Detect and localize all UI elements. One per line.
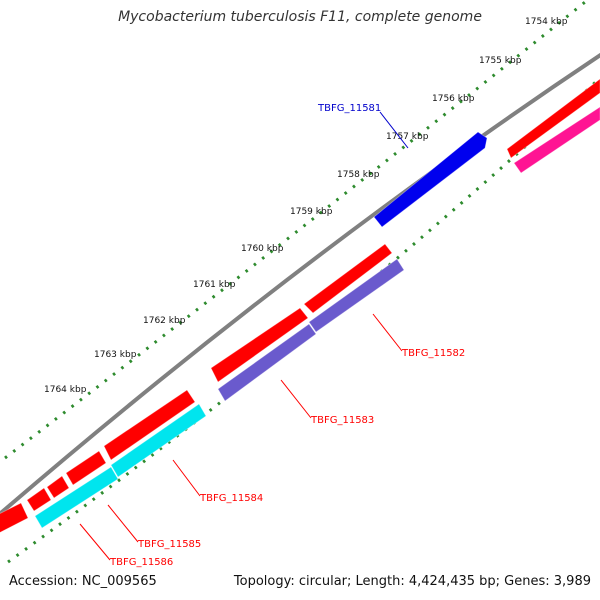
leader-line-tbfg-11586: [79, 523, 111, 561]
genome-backbone: [0, 52, 600, 517]
gene-label-tbfg-11586[interactable]: TBFG_11586: [109, 557, 173, 568]
outer-ruler-dots: [4, 0, 590, 460]
gene-feature[interactable]: [46, 475, 70, 499]
gene-labels: TBFG_11581 TBFG_11582 TBFG_11583 TBFG_11…: [109, 103, 465, 568]
gene-label-tbfg-11582[interactable]: TBFG_11582: [401, 348, 465, 359]
ruler-tick-label: 1759 kbp: [290, 207, 333, 217]
gene-feature[interactable]: [513, 106, 600, 174]
ruler-tick-label: 1758 kbp: [337, 170, 380, 180]
gene-feature[interactable]: [506, 78, 600, 159]
ruler-tick-label: 1757 kbp: [386, 132, 429, 142]
gene-feature[interactable]: [65, 450, 107, 486]
gene-feature[interactable]: [373, 131, 488, 228]
gene-label-tbfg-11583[interactable]: TBFG_11583: [310, 415, 374, 426]
gene-label-tbfg-11585[interactable]: TBFG_11585: [137, 539, 201, 550]
gene-feature[interactable]: [110, 403, 207, 478]
ruler-tick-label: 1756 kbp: [432, 94, 475, 104]
leader-line-tbfg-11584: [172, 459, 201, 497]
reverse-strand-genes: [34, 106, 600, 529]
gene-feature[interactable]: [308, 258, 405, 333]
gene-label-leaders: [79, 111, 409, 561]
gene-feature[interactable]: [26, 487, 52, 512]
ruler-tick-label: 1763 kbp: [94, 350, 137, 360]
ruler-tick-label: 1760 kbp: [241, 244, 284, 254]
topology-text: Topology: circular; Length: 4,424,435 bp…: [233, 574, 591, 589]
leader-line-tbfg-11583: [280, 379, 312, 419]
accession-text: Accession: NC_009565: [9, 574, 157, 589]
gene-feature[interactable]: [210, 307, 309, 383]
gene-feature[interactable]: [34, 466, 119, 529]
gene-label-tbfg-11581[interactable]: TBFG_11581: [317, 103, 381, 114]
leader-line-tbfg-11585: [107, 504, 139, 543]
ruler-tick-label: 1762 kbp: [143, 316, 186, 326]
gene-feature[interactable]: [303, 243, 393, 314]
forward-strand-genes: [0, 78, 600, 535]
gene-feature[interactable]: [0, 502, 29, 535]
ruler-tick-label: 1764 kbp: [44, 385, 87, 395]
gene-label-tbfg-11584[interactable]: TBFG_11584: [199, 493, 263, 504]
ruler-tick-label: 1761 kbp: [193, 280, 236, 290]
gene-feature[interactable]: [217, 323, 317, 402]
ruler-labels: 1754 kbp 1755 kbp 1756 kbp 1757 kbp 1758…: [44, 17, 568, 395]
ruler-tick-label: 1754 kbp: [525, 17, 568, 27]
leader-line-tbfg-11581: [379, 111, 409, 149]
map-title: Mycobacterium tuberculosis F11, complete…: [118, 9, 482, 25]
ruler-tick-label: 1755 kbp: [479, 56, 522, 66]
gene-feature[interactable]: [103, 389, 196, 461]
leader-line-tbfg-11582: [372, 313, 403, 352]
